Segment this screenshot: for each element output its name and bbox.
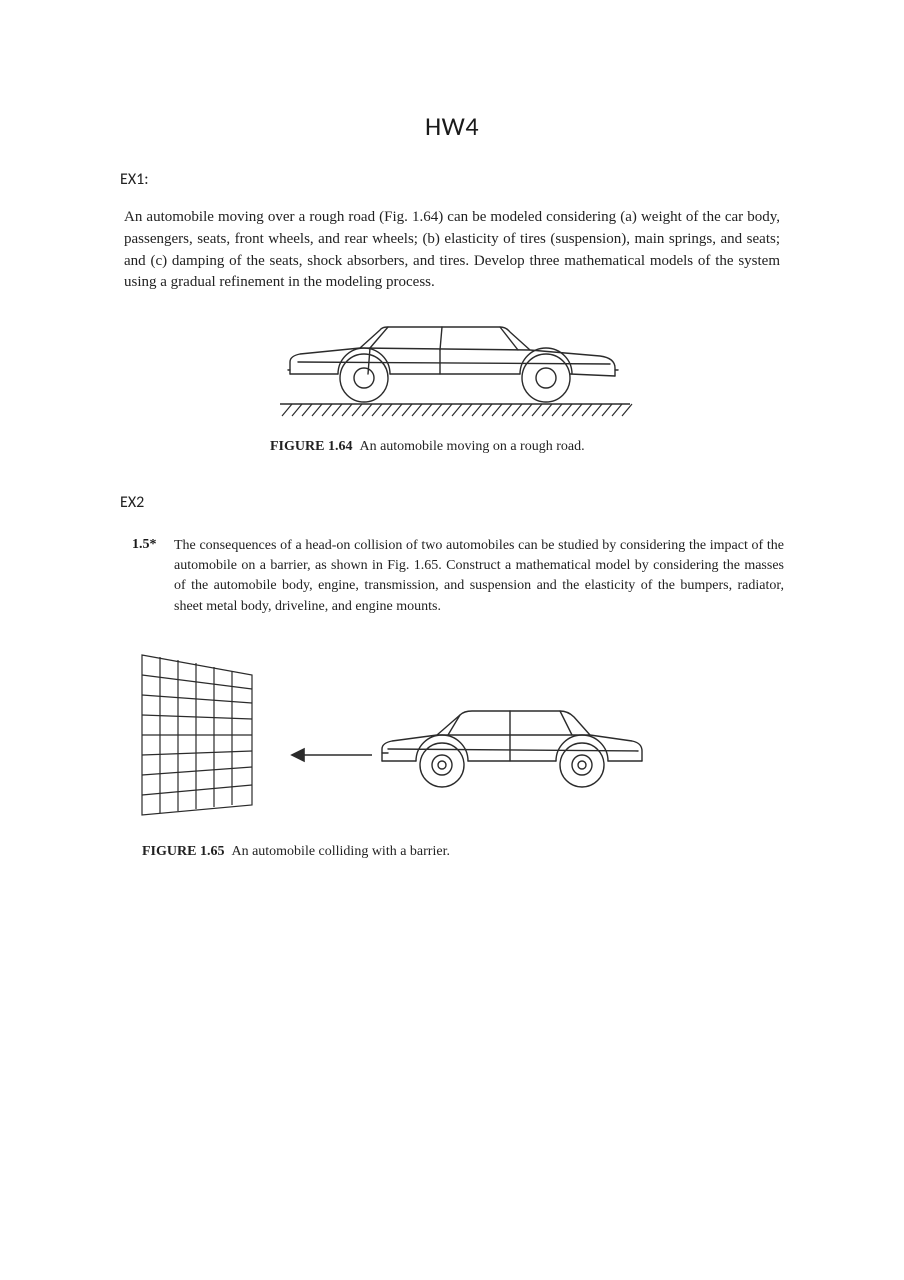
ex1-section: EX1: An automobile moving over a rough r…	[120, 170, 784, 457]
figure-1-64-caption: FIGURE 1.64 An automobile moving on a ro…	[270, 438, 640, 457]
figure-1-64-text: An automobile moving on a rough road.	[359, 439, 584, 454]
document-page: HW4 EX1: An automobile moving over a rou…	[0, 0, 904, 1280]
page-title: HW4	[120, 110, 784, 142]
figure-1-65: FIGURE 1.65 An automobile colliding with…	[132, 645, 652, 862]
figure-1-64-label: FIGURE 1.64	[270, 439, 352, 454]
figure-1-65-text: An automobile colliding with a barrier.	[231, 844, 450, 859]
ex2-number: 1.5*	[132, 536, 174, 553]
car-barrier-illustration	[132, 645, 652, 825]
car-on-road-illustration	[270, 312, 640, 432]
figure-1-65-label: FIGURE 1.65	[142, 844, 224, 859]
figure-1-65-caption: FIGURE 1.65 An automobile colliding with…	[142, 843, 652, 862]
figure-1-64: FIGURE 1.64 An automobile moving on a ro…	[270, 312, 640, 457]
ex1-paragraph: An automobile moving over a rough road (…	[120, 207, 784, 294]
ex2-row: 1.5* The consequences of a head-on colli…	[120, 536, 784, 617]
ex1-label: EX1:	[120, 170, 784, 189]
ex2-paragraph: The consequences of a head-on collision …	[174, 536, 784, 617]
ex2-section: EX2 1.5* The consequences of a head-on c…	[120, 493, 784, 862]
ex2-label: EX2	[120, 493, 784, 512]
